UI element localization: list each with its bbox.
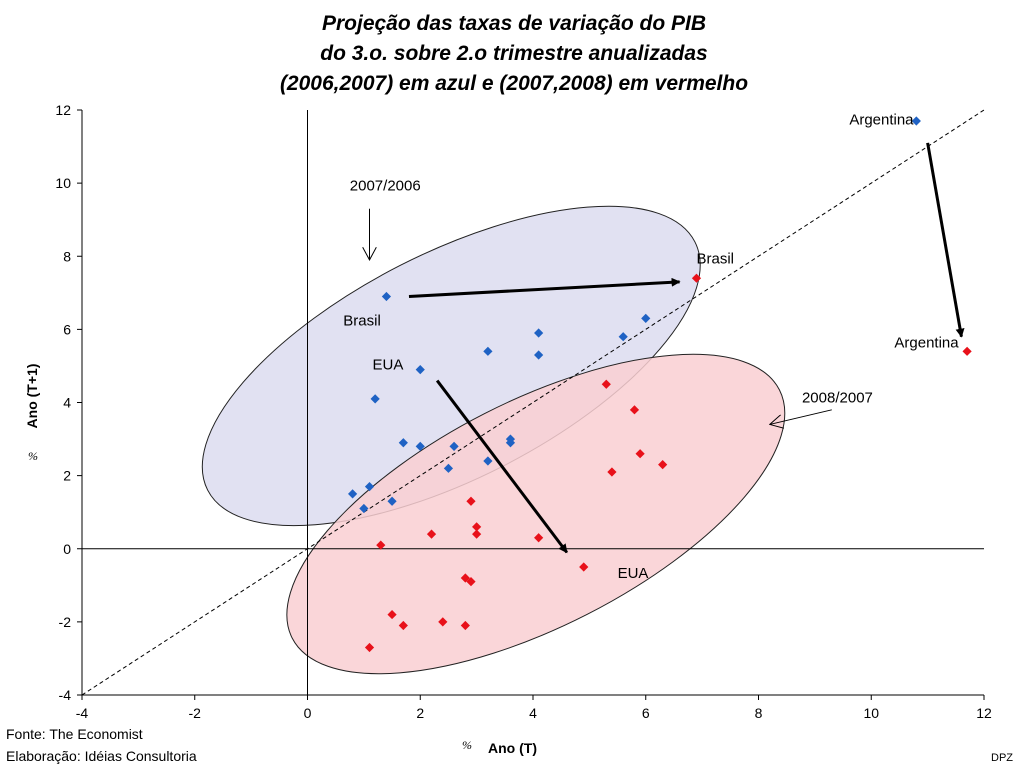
x-tick-label: 2 [416,705,424,721]
y-tick-label: 2 [63,468,71,484]
y-tick-label: 8 [63,248,71,264]
x-axis-title: Ano (T) [488,740,537,756]
blue-point [443,463,454,473]
chart-title-line-3: (2006,2007) em azul e (2007,2008) em ver… [280,72,748,95]
label-pointer-arrow [770,409,832,425]
red-point [364,642,375,653]
blue-point [449,441,459,451]
blue-point [641,313,651,324]
x-tick-label: 8 [755,705,763,721]
y-tick-label: 4 [63,395,71,411]
red-point [460,573,470,583]
blue-point [387,496,397,506]
ellipse-layer [201,205,786,675]
x-tick-label: 6 [642,705,650,721]
blue-point [505,438,516,448]
y-tick-label: 10 [55,175,71,191]
annotation-label: Brasil [343,313,381,330]
red-point [466,496,476,506]
blue-point [483,346,493,356]
shift-arrow [408,277,681,298]
chart-title-line-2: do 3.o. sobre 2.o trimestre anualizadas [320,42,707,65]
red-point [426,529,437,539]
red-point [438,617,448,627]
red-point [607,467,617,477]
shift-arrow [926,142,965,338]
red-ellipse-2008-2007 [286,353,786,675]
blue-point [415,441,425,451]
annotation-label: EUA [372,357,403,374]
credit-note: Elaboração: Idéias Consultoria [6,748,197,764]
annotation-label: Argentina [894,335,959,352]
red-point [387,609,397,620]
annotation-label: 2007/2006 [350,177,421,194]
red-point [691,273,702,283]
red-point [472,522,482,532]
blue-point [618,332,628,342]
y-axis-title: Ano (T+1) [24,364,40,429]
annotation-label: 2008/2007 [802,390,873,407]
x-tick-label: 12 [976,705,992,721]
y-tick-label: 12 [55,102,71,118]
x-tick-label: 10 [863,705,879,721]
points-layer [348,116,972,653]
red-point [398,620,408,631]
red-point [534,533,544,543]
annotation-label: Brasil [696,251,734,268]
blue-point [534,350,544,360]
x-tick-label: 0 [304,705,312,721]
red-point [629,405,640,415]
shift-arrow [435,379,569,554]
blue-point [364,481,375,492]
blue-point [415,364,425,375]
y-tick-label: -2 [59,614,72,630]
red-point [962,346,972,356]
red-point [658,460,668,470]
blue-point [534,328,544,338]
red-point [601,379,611,389]
source-note: Fonte: The Economist [6,726,143,742]
blue-point [370,394,380,404]
red-point [579,562,589,572]
x-axis-unit: % [462,738,472,752]
chart-title-line-1: Projeção das taxas de variação do PIB [322,12,706,35]
chart-title: Projeção das taxas de variação do PIB do… [280,12,748,95]
red-point [635,449,645,459]
blue-point [911,116,921,126]
red-point [466,577,476,587]
blue-point [381,291,392,302]
annotation-label: Argentina [849,112,914,129]
y-axis-unit: % [28,449,38,463]
red-point [376,540,386,550]
y-tick-label: 6 [63,321,71,337]
x-tick-label: 4 [529,705,537,721]
dpz-tag: DPZ [991,752,1013,764]
red-point [472,529,482,539]
axes: -4 -2 0 2 4 6 8 10 12 -4 -2 0 2 4 6 8 10 12 [55,102,992,721]
y-tick-label: 0 [63,541,71,557]
blue-point [348,489,358,499]
blue-point [398,438,408,448]
x-tick-label: -2 [189,705,202,721]
x-tick-label: -4 [76,705,89,721]
y-tick-label: -4 [59,687,72,703]
red-point [460,620,470,631]
blue-point [483,456,493,466]
annotation-label: EUA [618,565,649,582]
annotations-layer: Argentina Brasil Argentina Brasil EUA EUA 2007… [343,112,959,582]
arrows-layer [370,142,965,554]
blue-point [359,503,369,514]
